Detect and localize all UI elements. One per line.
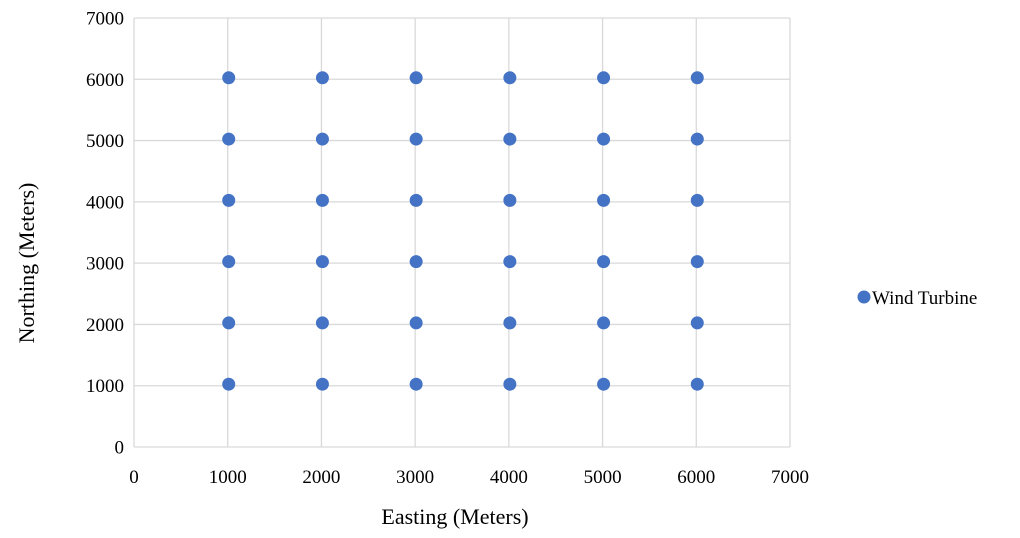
x-tick-label: 0 xyxy=(129,467,139,488)
data-point xyxy=(503,132,517,146)
data-point xyxy=(690,377,704,391)
y-tick-label: 6000 xyxy=(86,70,124,91)
data-point xyxy=(315,132,329,146)
legend: Wind Turbine xyxy=(857,288,977,309)
y-tick-label: 0 xyxy=(115,438,125,459)
grid-lines xyxy=(134,17,791,447)
x-tick-label: 5000 xyxy=(584,467,622,488)
data-point xyxy=(222,255,236,269)
x-tick-label: 7000 xyxy=(771,467,809,488)
data-point xyxy=(597,377,611,391)
data-point xyxy=(409,193,423,207)
x-tick-label: 6000 xyxy=(677,467,715,488)
x-axis-title: Easting (Meters) xyxy=(381,504,528,529)
data-point xyxy=(690,255,704,269)
y-tick-label: 4000 xyxy=(86,192,124,213)
data-point xyxy=(503,377,517,391)
data-point xyxy=(409,316,423,330)
data-point xyxy=(690,71,704,85)
data-point xyxy=(222,377,236,391)
data-point xyxy=(597,132,611,146)
legend-label: Wind Turbine xyxy=(872,288,977,309)
data-point xyxy=(409,255,423,269)
y-tick-label: 1000 xyxy=(86,376,124,397)
data-point xyxy=(315,255,329,269)
x-tick-label: 2000 xyxy=(302,467,340,488)
data-point xyxy=(503,255,517,269)
y-tick-label: 7000 xyxy=(86,9,124,30)
data-point xyxy=(690,193,704,207)
data-point xyxy=(315,71,329,85)
y-axis-title: Northing (Meters) xyxy=(14,183,39,344)
data-point xyxy=(222,71,236,85)
x-tick-label: 4000 xyxy=(490,467,528,488)
data-point xyxy=(409,71,423,85)
data-point xyxy=(503,193,517,207)
data-point xyxy=(222,132,236,146)
data-point xyxy=(222,193,236,207)
data-point xyxy=(503,316,517,330)
data-point xyxy=(222,316,236,330)
data-point xyxy=(315,193,329,207)
legend-marker xyxy=(857,290,871,304)
x-tick-label: 3000 xyxy=(396,467,434,488)
data-point xyxy=(315,377,329,391)
y-tick-label: 5000 xyxy=(86,131,124,152)
y-tick-label: 2000 xyxy=(86,315,124,336)
data-point xyxy=(690,132,704,146)
data-points xyxy=(222,71,704,391)
data-point xyxy=(597,71,611,85)
y-tick-label: 3000 xyxy=(86,254,124,275)
data-point xyxy=(503,71,517,85)
data-point xyxy=(597,255,611,269)
tick-labels: 0 1000 2000 3000 4000 5000 6000 7000 0 1000 2000 30… xyxy=(86,9,809,489)
data-point xyxy=(409,132,423,146)
x-tick-label: 1000 xyxy=(209,467,247,488)
axes xyxy=(133,18,790,448)
data-point xyxy=(597,193,611,207)
data-point xyxy=(690,316,704,330)
data-point xyxy=(315,316,329,330)
data-point xyxy=(409,377,423,391)
data-point xyxy=(597,316,611,330)
